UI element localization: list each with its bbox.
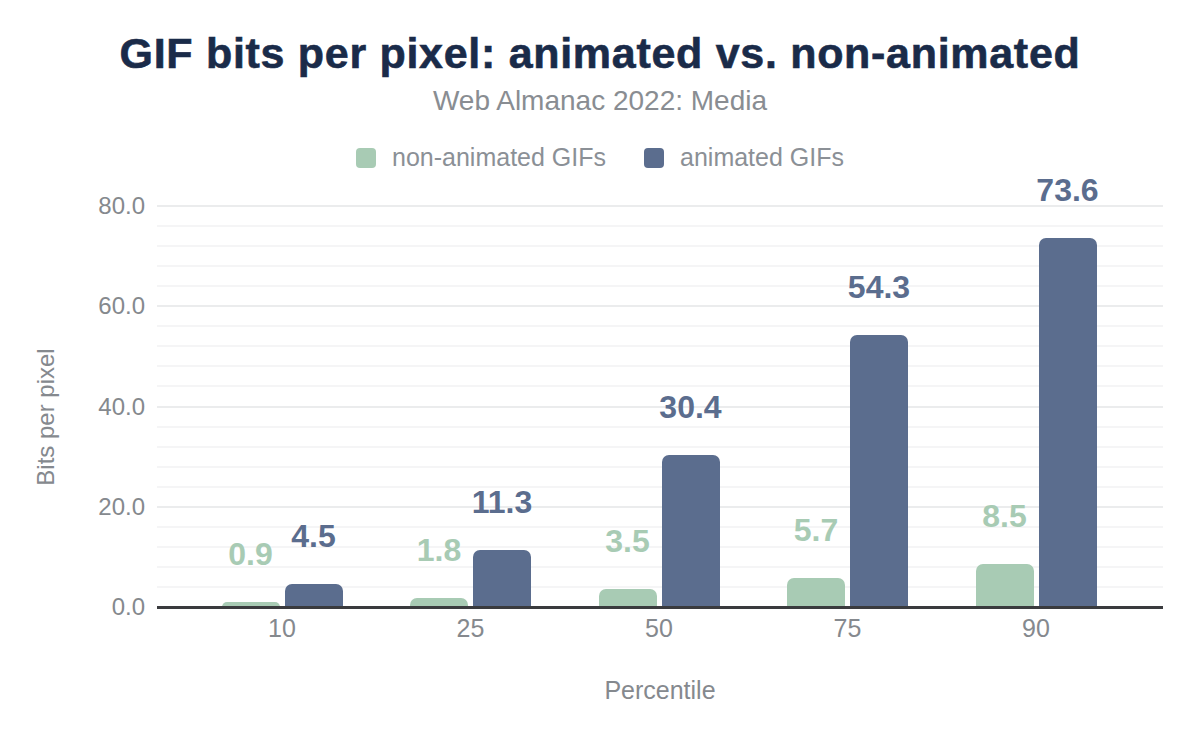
x-tick-label: 10: [222, 616, 342, 641]
value-label-animated-p25: 11.3: [432, 486, 572, 518]
legend: non-animated GIFs animated GIFs: [0, 143, 1200, 172]
chart-title: GIF bits per pixel: animated vs. non-ani…: [0, 32, 1200, 75]
gridline-minor: [157, 365, 1163, 367]
gridline-minor: [157, 265, 1163, 267]
legend-swatch-non-animated: [356, 148, 376, 168]
value-label-animated-p90: 73.6: [998, 174, 1138, 206]
x-tick-label: 50: [599, 616, 719, 641]
gridline-minor: [157, 225, 1163, 227]
bar-animated-p50: [662, 455, 720, 607]
bar-animated-p75: [850, 335, 908, 607]
gridline-minor: [157, 325, 1163, 327]
bar-animated-p10: [285, 584, 343, 607]
value-label-animated-p10: 4.5: [244, 520, 384, 552]
gridline-minor: [157, 486, 1163, 488]
y-axis-title: Bits per pixel: [33, 317, 59, 517]
legend-swatch-animated: [644, 148, 664, 168]
y-tick-label: 80.0: [65, 194, 145, 218]
gridline-minor: [157, 345, 1163, 347]
y-tick-label: 20.0: [65, 495, 145, 519]
gridline-minor: [157, 426, 1163, 428]
value-label-animated-p75: 54.3: [809, 271, 949, 303]
y-tick-label: 0.0: [65, 595, 145, 619]
gridline-minor: [157, 285, 1163, 287]
gridline-minor: [157, 446, 1163, 448]
gridline-minor: [157, 385, 1163, 387]
bar-animated-p25: [473, 550, 531, 607]
value-label-animated-p50: 30.4: [621, 391, 761, 423]
x-axis-title: Percentile: [560, 678, 760, 703]
x-axis-line: [157, 606, 1163, 609]
bar-non-animated-p50: [599, 589, 657, 607]
legend-item-non-animated: non-animated GIFs: [356, 143, 606, 172]
legend-label-animated: animated GIFs: [680, 143, 844, 172]
gridline-major: [157, 305, 1163, 307]
legend-item-animated: animated GIFs: [644, 143, 844, 172]
chart-subtitle: Web Almanac 2022: Media: [0, 87, 1200, 115]
x-tick-label: 25: [411, 616, 531, 641]
gridline-minor: [157, 245, 1163, 247]
gridline-minor: [157, 466, 1163, 468]
legend-label-non-animated: non-animated GIFs: [392, 143, 606, 172]
x-tick-label: 75: [788, 616, 908, 641]
y-tick-label: 60.0: [65, 294, 145, 318]
bar-animated-p90: [1039, 238, 1097, 607]
x-tick-label: 90: [976, 616, 1096, 641]
y-tick-label: 40.0: [65, 395, 145, 419]
bar-non-animated-p75: [787, 578, 845, 607]
bar-non-animated-p90: [976, 564, 1034, 607]
